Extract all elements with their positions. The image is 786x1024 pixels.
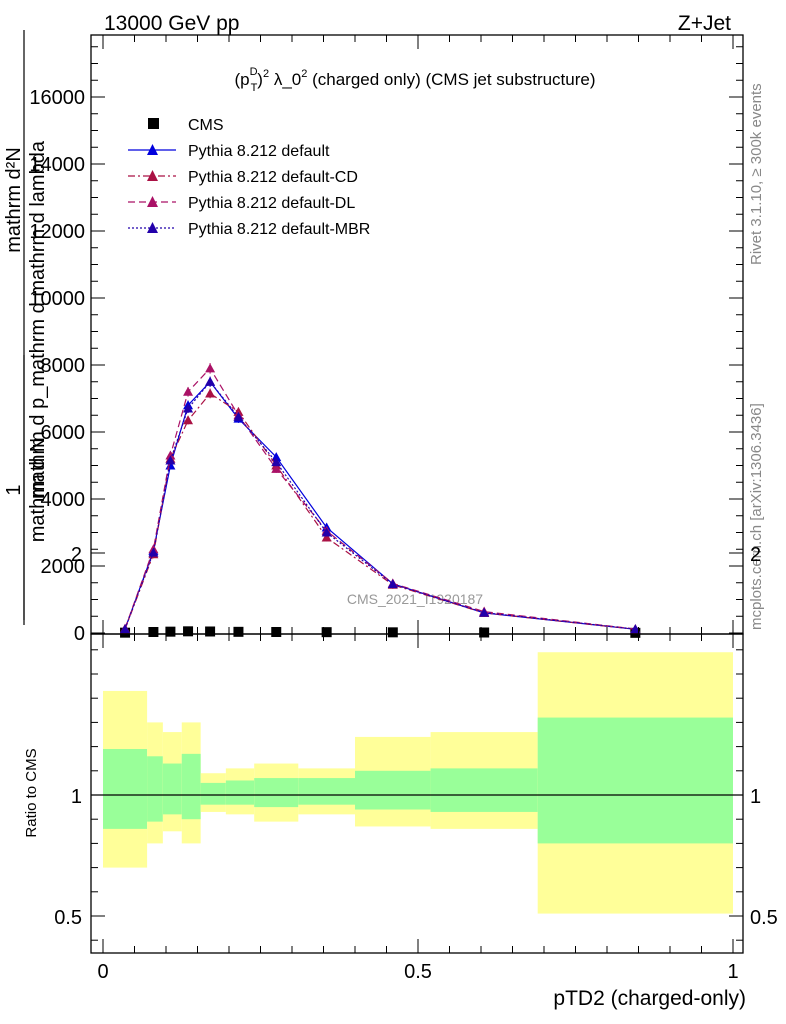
main-ytick-label: 6000 <box>41 422 86 444</box>
cms-point <box>479 627 490 638</box>
ratio-ytick-label-right: 1 <box>750 786 761 808</box>
legend-label: Pythia 8.212 default-MBR <box>188 221 370 238</box>
ylabel-frac2-den: mathrm d p_mathrm d mathrm d lambda <box>27 140 49 499</box>
ylabel-frac1-num: 1 <box>3 484 25 495</box>
xtick-label: 0.5 <box>404 961 432 983</box>
main-ytick-label: 12000 <box>29 221 85 243</box>
ratio-ytick-label: 2 <box>71 544 82 566</box>
cms-point <box>205 626 216 637</box>
series-4 <box>120 376 641 634</box>
series-point <box>148 547 159 557</box>
cms-point <box>321 627 332 638</box>
main-ytick-label: 14000 <box>29 154 85 176</box>
ratio-green-bin <box>181 753 201 820</box>
ratio-ytick-label-right: 2 <box>750 544 761 566</box>
main-series-group <box>120 363 641 638</box>
rivet-label: Rivet 3.1.10, ≥ 300k events <box>748 83 765 265</box>
cms-point <box>183 626 194 637</box>
series-point <box>630 624 641 634</box>
ratio-bands <box>103 652 733 914</box>
legend-entry: Pythia 8.212 default-MBR <box>128 221 370 238</box>
main-ytick-label: 2000 <box>41 556 86 578</box>
ratio-axes: 0.5 0.5 1 1 2 2 0 0.5 1 <box>54 544 778 983</box>
series-point <box>205 363 216 373</box>
series-point <box>387 579 398 589</box>
ratio-green-bin <box>162 763 182 815</box>
legend-label: Pythia 8.212 default-DL <box>188 195 355 212</box>
series-point <box>183 415 194 425</box>
series-point <box>165 450 176 460</box>
legend-label: CMS <box>188 117 224 134</box>
legend-label: Pythia 8.212 default-CD <box>188 169 358 186</box>
cms-point <box>165 626 176 637</box>
series-line <box>124 367 636 630</box>
ylabel-frac2-num: mathrm d²N <box>3 147 25 253</box>
series-point <box>205 376 216 386</box>
header-left: 13000 GeV pp <box>104 12 239 35</box>
legend-entry: Pythia 8.212 default-DL <box>128 195 355 212</box>
xlabel: pTD2 (charged-only) <box>553 987 746 1010</box>
cms-point <box>387 627 398 638</box>
ratio-frame <box>90 633 744 954</box>
ratio-green-bin <box>298 778 355 805</box>
main-ytick-label: 8000 <box>41 355 86 377</box>
ratio-green-bin <box>430 768 538 812</box>
cms-point <box>233 626 244 637</box>
legend-marker <box>147 170 158 181</box>
ratio-green-bin <box>537 717 733 844</box>
legend-entry: Pythia 8.212 default <box>128 143 330 160</box>
main-ylabel: 1 mathrm d N mathrm d²N mathrm d p_mathr… <box>3 30 49 625</box>
header-right: Z+Jet <box>678 12 731 35</box>
legend-marker <box>147 222 158 233</box>
legend-entry: Pythia 8.212 default-CD <box>128 169 358 186</box>
series-point <box>165 455 176 465</box>
plot-title: (pD T)2 λ_02 (charged only) (CMS jet subs… <box>234 66 595 94</box>
ratio-green-bin <box>225 780 255 805</box>
mcplots-label: mcplots.cern.ch [arXiv:1306.3436] <box>748 403 765 630</box>
series-point <box>205 388 216 398</box>
ratio-ytick-label: 1 <box>71 786 82 808</box>
ratio-ytick-label: 0.5 <box>54 907 82 929</box>
ratio-green-bin <box>103 749 148 829</box>
xtick-label: 1 <box>727 961 738 983</box>
series-point <box>183 403 194 413</box>
ratio-green-bin <box>147 756 163 822</box>
legend-entry: CMS <box>148 117 224 134</box>
xtick-label: 0 <box>97 961 108 983</box>
series-point <box>321 532 332 542</box>
ratio-panel: 0.5 0.5 1 1 2 2 0 0.5 1 Ratio to CMS pTD2 (charg… <box>23 544 778 1010</box>
ylabel-frac1-den: mathrm d N <box>27 438 49 542</box>
series-point <box>271 457 282 467</box>
series-point <box>183 386 194 396</box>
main-ytick-label: 0 <box>74 623 85 645</box>
series-point <box>233 411 244 421</box>
legend-marker <box>147 196 158 207</box>
series-point <box>479 607 490 617</box>
main-panel: CMS_2021_I1920187 0 2000 4000 6000 8000 10000… <box>3 30 744 645</box>
watermark: CMS_2021_I1920187 <box>347 591 483 607</box>
legend: CMS Pythia 8.212 default Pythia 8.212 defa… <box>128 117 370 238</box>
legend-marker <box>147 144 158 155</box>
series-0 <box>120 626 641 638</box>
main-ytick-label: 10000 <box>29 288 85 310</box>
series-point <box>271 463 282 473</box>
cms-point <box>271 626 282 637</box>
legend-marker <box>148 118 159 129</box>
ratio-green-bin <box>254 778 299 808</box>
cms-point <box>148 626 159 637</box>
ratio-green-bin <box>200 782 226 805</box>
main-ytick-label: 16000 <box>29 87 85 109</box>
series-point <box>120 624 131 634</box>
main-ytick-label: 4000 <box>41 489 86 511</box>
main-axes: 0 2000 4000 6000 8000 10000 12000 14000 16000 <box>29 35 743 645</box>
legend-label: Pythia 8.212 default <box>188 143 330 160</box>
ratio-green-bin <box>355 770 431 810</box>
series-point <box>321 527 332 537</box>
ratio-ylabel: Ratio to CMS <box>23 748 40 837</box>
ratio-ytick-label-right: 0.5 <box>750 907 778 929</box>
